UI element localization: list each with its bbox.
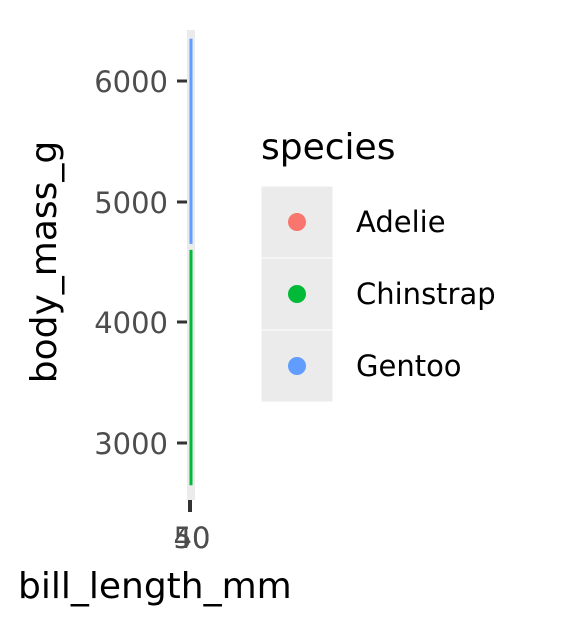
- legend-label-gentoo: Gentoo: [356, 349, 462, 383]
- legend-items: Adelie Chinstrap Gentoo: [260, 185, 496, 403]
- x-axis-title: bill_length_mm: [18, 566, 292, 607]
- x-tick-label: 50: [174, 521, 211, 555]
- y-tick-label: 5000: [94, 186, 168, 220]
- y-tick-label: 6000: [94, 65, 168, 99]
- legend: species Adelie Chinstrap Gentoo: [260, 127, 496, 403]
- legend-key-adelie: [288, 213, 306, 231]
- legend-label-chinstrap: Chinstrap: [356, 277, 496, 311]
- legend-key-gentoo: [288, 357, 306, 375]
- y-axis-title: body_mass_g: [24, 141, 65, 384]
- y-tick-label: 3000: [94, 427, 168, 461]
- y-axis: 3000 4000 5000 6000: [94, 65, 187, 461]
- legend-label-adelie: Adelie: [356, 205, 446, 239]
- x-tick-label: 40: [174, 521, 211, 555]
- legend-key-chinstrap: [288, 285, 306, 303]
- y-tick-label: 4000: [94, 306, 168, 340]
- x-axis: 40 50: [174, 500, 211, 555]
- legend-title: species: [261, 127, 395, 168]
